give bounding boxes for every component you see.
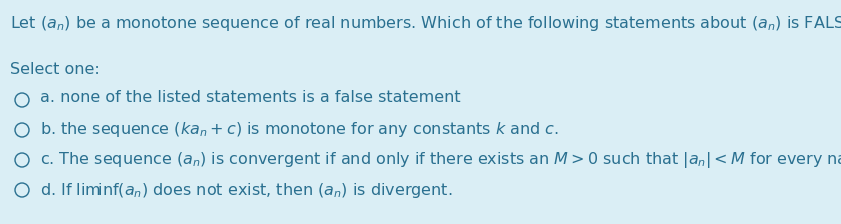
Text: Select one:: Select one: (10, 62, 100, 77)
Text: Let $(a_n)$ be a monotone sequence of real numbers. Which of the following state: Let $(a_n)$ be a monotone sequence of re… (10, 14, 841, 33)
Text: c. The sequence $(a_n)$ is convergent if and only if there exists an $M>0$ such : c. The sequence $(a_n)$ is convergent if… (40, 150, 841, 170)
Text: b. the sequence $(ka_n+c)$ is monotone for any constants $k$ and $c$.: b. the sequence $(ka_n+c)$ is monotone f… (40, 120, 559, 139)
Text: d. If $\lim\!\inf(a_n)$ does not exist, then $(a_n)$ is divergent.: d. If $\lim\!\inf(a_n)$ does not exist, … (40, 181, 452, 200)
Text: a. none of the listed statements is a false statement: a. none of the listed statements is a fa… (40, 90, 461, 105)
